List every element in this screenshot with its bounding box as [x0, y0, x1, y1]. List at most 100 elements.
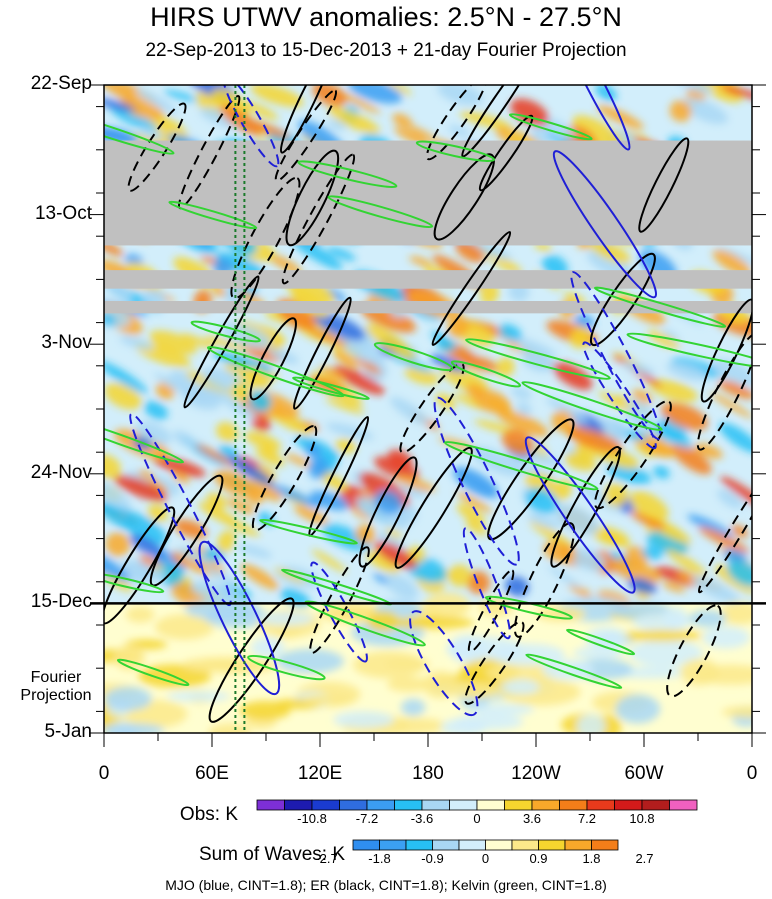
anomaly-blob — [578, 483, 619, 512]
anomaly-blob — [268, 348, 299, 364]
anomaly-blob — [569, 547, 606, 571]
anomaly-blob — [606, 463, 652, 485]
anomaly-blob — [104, 477, 132, 510]
colorbar-tick-label: -10.8 — [297, 811, 327, 826]
colorbar-tick-label: 0 — [481, 851, 490, 866]
mjo-contour — [198, 540, 281, 696]
anomaly-blob — [681, 97, 728, 124]
projection-blob — [387, 676, 430, 692]
anomaly-blob — [720, 476, 752, 510]
kelvin-contour — [508, 113, 593, 141]
anomaly-blob — [731, 524, 749, 538]
anomaly-blob — [647, 330, 680, 349]
anomaly-blob — [666, 362, 709, 382]
colorbar-swatch — [366, 799, 395, 811]
colorbar-swatch — [531, 799, 560, 811]
mjo-contour — [582, 341, 657, 450]
anomaly-blob — [694, 443, 723, 459]
kelvin-contour — [415, 140, 496, 162]
projection-blob — [104, 723, 165, 733]
kelvin-contour — [327, 195, 434, 229]
anomaly-blob — [722, 86, 752, 100]
anomaly-blob — [447, 315, 469, 338]
er-contour — [697, 466, 752, 594]
er-contour — [461, 85, 538, 158]
anomaly-blob — [294, 505, 329, 525]
anomaly-blob — [163, 90, 199, 102]
projection-blob — [615, 694, 661, 724]
anomaly-blob — [568, 583, 594, 599]
colorbar-swatch — [311, 799, 340, 811]
y-tick-label: 15-Dec — [30, 591, 92, 613]
colorbar-tick-label: -1.8 — [368, 851, 391, 866]
obs-colorbar — [256, 799, 698, 811]
y-ticks — [90, 84, 766, 734]
x-tick-label: 0 — [98, 763, 110, 784]
projection-blob — [662, 606, 688, 629]
missing-data-band — [104, 140, 752, 246]
missing-data-band — [104, 301, 752, 314]
obs-colorbar-title: Obs: K — [179, 804, 238, 825]
er-contour — [433, 153, 495, 241]
anomaly-blob — [104, 85, 138, 104]
anomaly-blob — [387, 85, 412, 95]
anomaly-blob — [309, 490, 349, 511]
anomaly-blob — [333, 365, 385, 395]
anomaly-blob — [649, 379, 698, 402]
kelvin-contour — [626, 332, 752, 369]
kelvin-contour — [259, 518, 358, 545]
er-contour — [394, 446, 473, 569]
anomaly-blob — [497, 409, 549, 437]
colorbar-swatch — [564, 839, 592, 851]
anomaly-blob — [365, 323, 416, 361]
projection-blob — [250, 637, 285, 658]
er-contour — [431, 231, 512, 346]
anomaly-blob — [456, 491, 492, 513]
anomaly-blob — [385, 528, 403, 539]
colorbar-swatch — [614, 799, 643, 811]
y-tick-label: 5-Jan — [44, 721, 92, 742]
chart-title: HIRS UTWV anomalies: 2.5°N - 27.5°N — [150, 2, 622, 32]
projection-blob — [391, 616, 474, 630]
x-tick-label: 60E — [195, 763, 229, 784]
kelvin-contour — [521, 381, 663, 431]
anomaly-blob — [348, 85, 403, 104]
anomaly-blob — [653, 466, 670, 479]
anomaly-blob — [104, 360, 148, 394]
anomaly-blob — [716, 245, 752, 270]
anomaly-blob — [273, 567, 306, 583]
anomaly-blob — [603, 483, 628, 507]
anomaly-blob — [335, 438, 357, 454]
anomaly-blob — [194, 444, 238, 468]
er-contour — [279, 85, 335, 154]
projection-blob — [688, 609, 727, 628]
anomaly-blob — [237, 544, 273, 559]
anomaly-blob — [566, 426, 623, 453]
anomaly-blob — [240, 563, 279, 590]
kelvin-contour — [593, 286, 727, 328]
projection-blob — [333, 711, 395, 729]
er-contour — [230, 176, 301, 300]
er-contour — [293, 296, 352, 410]
x-tick-label: 0 — [746, 763, 758, 784]
anomaly-blob — [180, 333, 216, 349]
projection-blob — [576, 714, 606, 733]
mjo-contour — [129, 412, 232, 607]
wave-contours — [104, 85, 752, 723]
anomaly-blob — [465, 520, 488, 536]
er-contour — [309, 546, 370, 654]
anomaly-blob — [529, 521, 574, 549]
kelvin-contour — [292, 376, 370, 401]
colorbar-swatch — [538, 839, 566, 851]
mjo-contour — [552, 150, 658, 299]
anomaly-blob — [319, 366, 346, 382]
anomaly-blob — [662, 582, 686, 593]
colorbar-swatch — [669, 799, 698, 811]
colorbar-tick-label: -0.9 — [421, 851, 444, 866]
colorbar-tick-label: -2.7 — [315, 851, 338, 866]
waves-colorbar-title: Sum of Waves: K — [198, 844, 345, 865]
anomaly-blob — [326, 422, 374, 440]
anomaly-blob — [395, 475, 436, 492]
er-contour — [399, 362, 465, 454]
